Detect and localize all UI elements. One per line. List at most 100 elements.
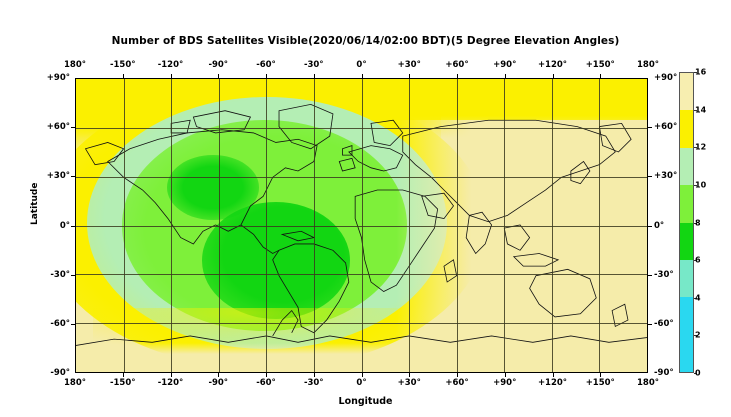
x-tick-label-bottom-3: -90° [208,378,229,388]
y-tick-label-left-0: +90° [46,73,70,83]
x-tickmark-bottom-5 [313,373,315,377]
colorbar-tick-label-8: 8 [695,218,701,227]
colorbar-band-12-14 [680,110,693,149]
y-axis-title: Latitude [30,182,40,225]
x-tickmark-bottom-3 [218,373,220,377]
colorbar-tickmark-8 [694,222,697,224]
x-tickmark-top-11 [600,74,602,78]
x-tickmark-bottom-10 [552,373,554,377]
x-tick-label-bottom-12: 180° [637,378,659,388]
x-tickmark-bottom-11 [600,373,602,377]
colorbar-band-4-6 [680,259,693,299]
y-tickmark-left-5 [71,323,75,325]
x-axis-title: Longitude [338,396,393,407]
y-tick-label-left-1: +60° [46,122,70,133]
y-tick-label-right-4: -30° [654,269,674,280]
x-tick-label-top-8: +60° [445,60,469,70]
gridline-lat-60 [76,127,647,129]
x-tickmark-top-5 [313,74,315,78]
colorbar-tickmark-4 [694,297,697,299]
x-tick-label-top-2: -120° [157,60,184,70]
x-tick-label-top-0: 180° [64,60,86,70]
colorbar-band-6-8 [680,222,693,262]
x-tick-label-top-10: +120° [537,60,568,70]
x-tickmark-top-10 [552,74,554,78]
colorbar [679,72,694,373]
x-tickmark-bottom-8 [457,373,458,377]
contour-6-8-secondary [167,155,259,220]
colorbar-band-2-4 [680,297,693,336]
x-tick-label-bottom-10: +120° [537,378,568,388]
y-tickmark-left-3 [71,225,75,227]
x-tick-label-bottom-9: +90° [493,378,517,388]
colorbar-band-8-10 [680,185,693,224]
y-tickmark-right-5 [648,323,652,325]
x-tick-label-bottom-2: -120° [157,378,184,388]
x-tickmark-bottom-4 [266,373,267,377]
y-tick-label-right-6: -90° [654,368,674,378]
x-tickmark-top-9 [504,74,506,78]
colorbar-tick-label-16: 16 [695,67,707,77]
x-tick-label-bottom-8: +60° [445,378,469,388]
x-tickmark-top-8 [457,74,458,78]
colorbar-tickmark-16 [694,72,697,73]
x-tickmark-top-7 [409,74,411,78]
y-tick-label-left-2: +30° [46,171,70,182]
x-tickmark-top-4 [266,74,267,78]
colorbar-tickmark-2 [694,335,697,337]
colorbar-band-14-16 [680,73,693,112]
colorbar-band-10-12 [680,147,693,187]
gridline-lat-30 [76,176,647,178]
y-tick-label-left-3: 0° [59,220,70,231]
colorbar-tick-label-10: 10 [695,180,707,190]
y-tick-label-left-4: -30° [50,269,70,280]
x-tickmark-top-2 [170,74,172,78]
colorbar-tickmark-0 [694,373,697,374]
y-tickmark-left-4 [71,274,75,276]
colorbar-tickmark-12 [694,147,697,149]
x-tickmark-bottom-6 [361,373,363,377]
y-tick-label-right-0: +90° [654,73,678,83]
y-tickmark-right-3 [648,225,652,227]
colorbar-tick-label-6: 6 [695,255,701,265]
y-tickmark-left-1 [71,127,75,129]
x-tick-label-top-6: 0° [356,60,367,70]
x-tick-label-top-4: -60° [256,60,276,70]
x-tick-label-top-11: +150° [585,60,615,70]
gridline-lat--60 [76,323,647,325]
y-tick-label-right-3: 0° [654,220,665,231]
colorbar-tick-label-14: 14 [695,105,707,115]
y-tick-label-right-5: -60° [654,318,674,329]
y-tickmark-left-2 [71,176,75,178]
x-tickmark-bottom-7 [409,373,411,377]
x-tick-label-top-3: -90° [208,60,229,70]
x-tickmark-top-1 [122,74,124,78]
y-tickmark-right-4 [648,274,652,276]
x-tick-label-bottom-11: +150° [585,378,615,388]
band-asia-max [395,120,647,372]
colorbar-tick-label-0: 0 [695,368,701,378]
gridline-lat--30 [76,274,647,276]
x-tick-label-top-5: -30° [303,60,324,70]
x-tickmark-top-3 [218,74,220,78]
contour-6-8-core [201,202,351,320]
x-tick-label-bottom-0: 180° [64,378,86,388]
colorbar-tickmark-14 [694,109,697,111]
colorbar-band-0-2 [680,334,693,372]
x-tickmark-bottom-9 [504,373,506,377]
y-tick-label-left-6: -90° [50,368,70,378]
x-tick-label-bottom-1: -150° [109,378,136,388]
x-tick-label-top-12: 180° [637,60,659,70]
y-tickmark-right-2 [648,176,652,178]
map-plot-area [75,78,648,373]
x-tickmark-bottom-1 [122,373,124,377]
chart-title: Number of BDS Satellites Visible(2020/06… [111,35,620,47]
y-tick-label-left-5: -60° [50,318,70,329]
y-tickmark-right-1 [648,127,652,129]
y-tick-label-right-1: +60° [654,122,678,133]
gridline-lat-0 [76,225,647,227]
x-tick-label-bottom-7: +30° [397,378,421,388]
colorbar-tick-label-12: 12 [695,142,707,152]
x-tick-label-bottom-6: 0° [356,378,367,388]
colorbar-tick-label-2: 2 [695,330,701,340]
